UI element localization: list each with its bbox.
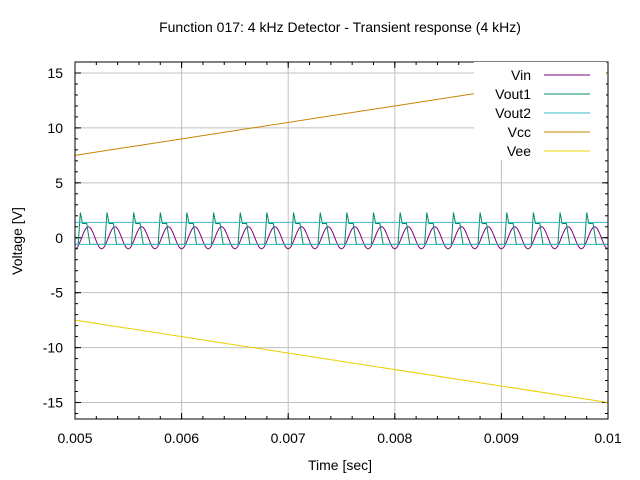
x-tick-label: 0.01: [594, 430, 621, 446]
x-tick-label: 0.007: [271, 430, 306, 446]
y-axis-label: Voltage [V]: [9, 207, 25, 275]
x-tick-label: 0.008: [377, 430, 412, 446]
x-tick-label: 0.005: [57, 430, 92, 446]
y-tick-label: 10: [47, 120, 63, 136]
series-lines: [74, 72, 609, 404]
legend-item-vout2: Vout2: [495, 105, 590, 121]
chart-title: Function 017: 4 kHz Detector - Transient…: [159, 19, 521, 35]
x-tick-label: 0.006: [164, 430, 199, 446]
y-tick-label: 5: [55, 175, 63, 191]
series-line-vout1: [75, 212, 608, 245]
y-tick-label: 15: [47, 65, 63, 81]
legend-label: Vcc: [508, 124, 531, 140]
legend-item-vee: Vee: [507, 143, 590, 159]
y-tick-label: 0: [55, 230, 63, 246]
legend-label: Vee: [507, 143, 531, 159]
legend-item-vout1: Vout1: [495, 86, 590, 102]
legend-item-vcc: Vcc: [508, 124, 590, 140]
axes: 0.005 0.006 0.007 0.008 0.009 0.01 -15 -10 -5 0 5 1…: [43, 61, 622, 446]
legend-label: Vout2: [495, 105, 531, 121]
legend-label: Vout1: [495, 86, 531, 102]
series-line-vee: [74, 319, 609, 404]
y-tick-label: -5: [51, 285, 64, 301]
legend: Vin Vout1 Vout2 Vcc Vee: [474, 62, 606, 160]
y-tick-label: -15: [43, 395, 63, 411]
x-tick-label: 0.009: [484, 430, 519, 446]
series-line-vin: [74, 226, 609, 250]
x-axis-label: Time [sec]: [308, 457, 372, 473]
legend-label: Vin: [511, 67, 531, 83]
legend-background: [474, 62, 606, 160]
plot-frame: [74, 61, 609, 420]
y-tick-label: -10: [43, 340, 63, 356]
legend-item-vin: Vin: [511, 67, 590, 83]
